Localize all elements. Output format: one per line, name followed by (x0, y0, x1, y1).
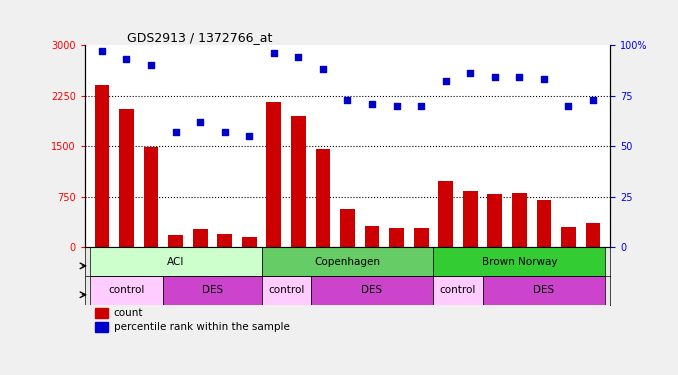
Point (244, 133, 255, 139)
Point (465, 70, 476, 76)
FancyBboxPatch shape (163, 276, 262, 305)
Bar (389, 228, 404, 247)
Bar (365, 226, 380, 247)
Bar (266, 102, 281, 247)
Bar (193, 229, 207, 247)
FancyBboxPatch shape (262, 276, 311, 305)
Bar (242, 237, 257, 247)
Point (416, 103, 426, 109)
Point (440, 78, 451, 84)
FancyBboxPatch shape (311, 276, 433, 305)
Text: percentile rank within the sample: percentile rank within the sample (114, 322, 290, 332)
Bar (463, 191, 477, 247)
Point (293, 54, 304, 60)
Text: control: control (268, 285, 304, 296)
Text: Brown Norway: Brown Norway (481, 256, 557, 267)
Bar (94, 86, 109, 247)
Point (121, 56, 132, 62)
Point (391, 103, 402, 109)
Bar (340, 209, 355, 247)
Bar (291, 116, 306, 247)
Bar (536, 200, 551, 247)
Bar (438, 181, 453, 247)
Point (195, 119, 205, 125)
Bar (512, 193, 527, 247)
Bar (144, 147, 159, 247)
Point (170, 129, 181, 135)
Point (490, 74, 500, 80)
Bar (95, 322, 108, 332)
Bar (168, 236, 183, 247)
Bar (487, 194, 502, 247)
Bar (95, 308, 108, 318)
FancyBboxPatch shape (262, 247, 433, 276)
Text: DES: DES (361, 285, 382, 296)
Text: control: control (108, 285, 144, 296)
Bar (218, 234, 232, 247)
Text: GDS2913 / 1372766_at: GDS2913 / 1372766_at (127, 31, 272, 44)
FancyBboxPatch shape (433, 247, 605, 276)
Text: Copenhagen: Copenhagen (315, 256, 380, 267)
Point (96, 48, 107, 54)
Point (317, 66, 328, 72)
Bar (315, 149, 330, 247)
Point (367, 100, 378, 106)
Bar (586, 223, 601, 247)
Point (538, 76, 549, 82)
Point (342, 97, 353, 103)
Text: count: count (114, 308, 143, 318)
Point (219, 129, 230, 135)
FancyBboxPatch shape (89, 247, 262, 276)
Point (268, 50, 279, 56)
Text: DES: DES (534, 285, 555, 296)
FancyBboxPatch shape (433, 276, 483, 305)
Point (563, 103, 574, 109)
Text: control: control (440, 285, 476, 296)
Bar (561, 227, 576, 247)
Point (588, 97, 599, 103)
Text: DES: DES (202, 285, 223, 296)
Point (514, 74, 525, 80)
Text: ACI: ACI (167, 256, 184, 267)
Bar (414, 228, 428, 247)
FancyBboxPatch shape (483, 276, 605, 305)
Point (146, 62, 157, 68)
Bar (119, 109, 134, 247)
FancyBboxPatch shape (89, 276, 163, 305)
